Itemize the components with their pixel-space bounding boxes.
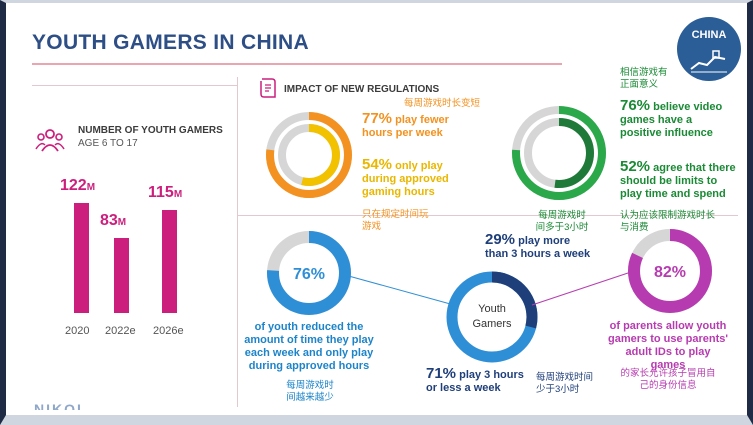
ring-76b-arc — [512, 106, 606, 200]
connector-line — [531, 270, 635, 306]
ring-charts: 76% Youth Gamers 82% — [266, 106, 712, 363]
china-badge: CHINA — [677, 17, 741, 81]
document-icon — [260, 78, 276, 98]
bar-2020 — [74, 203, 89, 313]
ring-54-arc — [278, 124, 340, 186]
stat-52-pct: 52% — [620, 158, 651, 175]
stat-29-text: play more than 3 hours a week — [485, 235, 591, 260]
bar-category-label: 2026e — [153, 325, 184, 337]
youth-gamers-line1: Youth — [478, 303, 506, 315]
ring-82-label: 82% — [654, 264, 686, 281]
bar-value-label: 115M — [148, 183, 183, 201]
youth-gamers-line2: Gamers — [472, 318, 512, 330]
group-icon — [35, 129, 65, 152]
stat-82-text: of parents allow youth gamers to use par… — [608, 320, 728, 371]
cn-positive: 相信游戏有正面意义 — [620, 67, 668, 90]
stat-52: 52% agree that there should be limits to… — [620, 158, 740, 201]
stat-76b-pct: 76% — [620, 97, 651, 114]
stat-77-pct: 77% — [362, 110, 393, 127]
stat-29-pct: 29% — [485, 231, 516, 248]
stat-52-text: agree that there should be limits to pla… — [620, 162, 736, 200]
bar-category-label: 2020 — [65, 325, 90, 337]
youth-gamers-sublabel: AGE 6 TO 17 — [78, 138, 138, 149]
cn-play-time-changed: 每周游戏时长变短 — [404, 98, 481, 109]
connector-line — [344, 274, 455, 306]
stat-54: 54% only play during approved gaming hou… — [362, 156, 472, 199]
bar-2022e — [114, 238, 129, 313]
great-wall-icon — [690, 50, 727, 73]
ring-52-arc — [524, 118, 594, 188]
stat-77: 77% play fewer hours per week — [362, 110, 472, 140]
cn-82: 的家长允许孩子冒用自己的身份信息 — [620, 368, 716, 391]
ring-76-arc — [267, 231, 351, 315]
cn-76: 每周游戏时间越来越少 — [286, 380, 334, 403]
china-badge-label: CHINA — [691, 29, 727, 41]
page-title: YOUTH GAMERS IN CHINA — [32, 31, 309, 54]
cn-71: 每周游戏时间少于3小时 — [536, 372, 594, 395]
bar-value-label: 83M — [100, 212, 127, 230]
ring-77-arc — [266, 112, 352, 198]
stat-76b-text: believe video games have a positive infl… — [620, 101, 723, 139]
cn-54: 只在规定时间玩游戏 — [362, 209, 429, 232]
regulations-label: IMPACT OF NEW REGULATIONS — [284, 84, 440, 95]
ring-76-label: 76% — [293, 266, 325, 283]
stat-54-text: only play during approved gaming hours — [362, 160, 449, 198]
footer-logo: NIKOI — [34, 401, 83, 410]
bar-value-label: 122M — [60, 177, 96, 195]
stat-76b: 76% believe video games have a positive … — [620, 97, 732, 140]
bar-category-label: 2022e — [105, 325, 136, 337]
left-top-rule — [32, 85, 237, 86]
middle-rule — [238, 215, 738, 216]
infographic-page: YOUTH GAMERS IN CHINA CHINA NUMBER OF YO… — [12, 5, 741, 410]
stat-77-text: play fewer hours per week — [362, 114, 449, 139]
stat-71-text: play 3 hours or less a week — [426, 369, 524, 394]
youth-gamers-label: NUMBER OF YOUTH GAMERS — [78, 125, 223, 136]
cn-52: 认为应该限制游戏时长与消费 — [620, 210, 716, 233]
ring-29-arc — [446, 271, 538, 363]
stat-71-pct: 71% — [426, 365, 457, 382]
cn-over3: 每周游戏时间多于3小时 — [535, 210, 589, 233]
title-divider — [32, 63, 562, 65]
stat-54-pct: 54% — [362, 156, 393, 173]
stat-29: 29% play more than 3 hours a week — [485, 231, 595, 261]
stat-76-text: of youth reduced the amount of time they… — [244, 321, 374, 372]
left-divider — [237, 77, 238, 407]
bar-2026e — [162, 209, 177, 313]
stat-71: 71% play 3 hours or less a week — [426, 365, 536, 395]
